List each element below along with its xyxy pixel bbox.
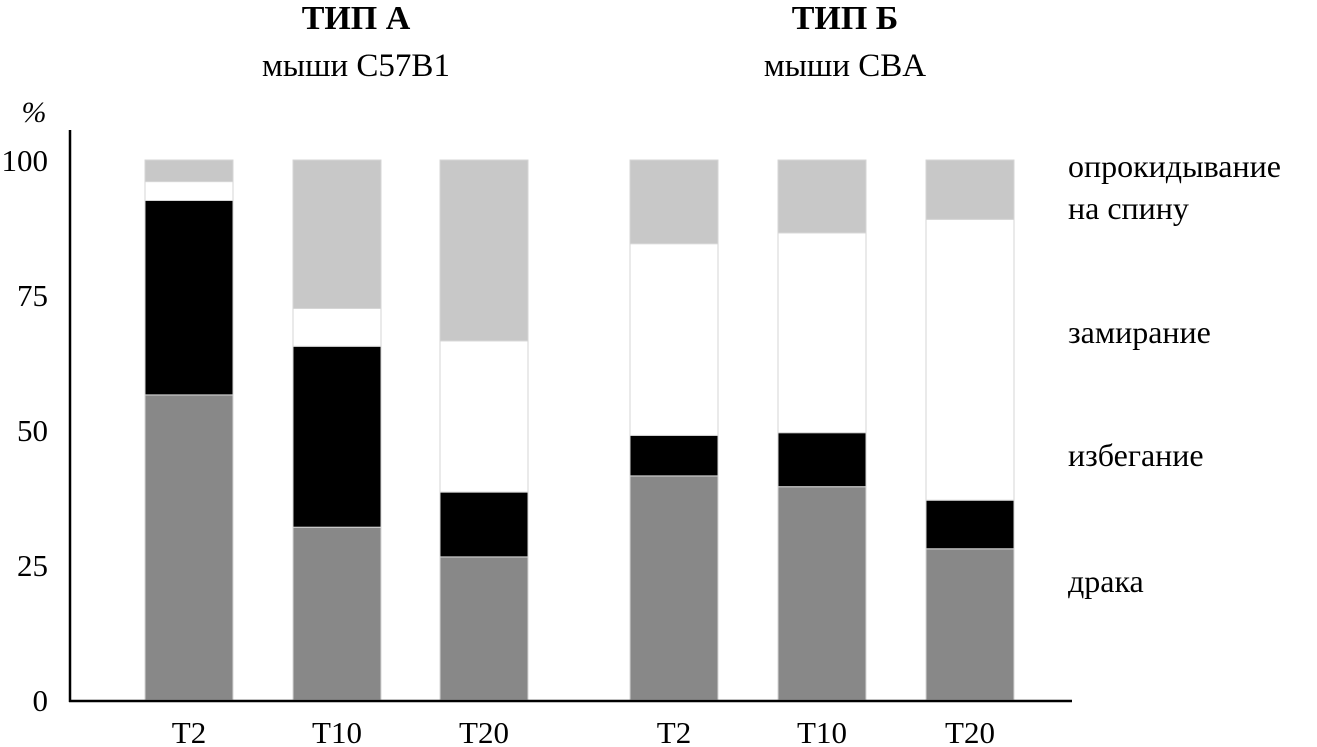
x-label-b-t10: T10 xyxy=(797,715,847,747)
bar-segment-b-t2-драка xyxy=(629,475,719,701)
bar-segment-a-t2-опрокидывание-на-спину xyxy=(144,159,234,183)
bar-segment-a-t20-драка xyxy=(439,556,529,701)
bar-segment-a-t10-избегание xyxy=(292,345,382,528)
group-subtitle-a: мыши C57B1 xyxy=(262,48,450,84)
bar-segment-b-t20-драка xyxy=(925,548,1015,701)
y-tick-label: 25 xyxy=(17,548,48,583)
bar-segment-a-t20-замирание xyxy=(439,340,529,493)
legend: опрокидывание на спину замирание избеган… xyxy=(1068,148,1281,599)
bar-segment-b-t20-замирание xyxy=(925,218,1015,501)
y-axis-label: % xyxy=(22,96,47,129)
bar-segment-a-t20-опрокидывание-на-спину xyxy=(439,159,529,342)
legend-label-overturn-1: опрокидывание xyxy=(1068,148,1281,184)
bar-segment-a-t10-опрокидывание-на-спину xyxy=(292,159,382,309)
bar-segment-a-t2-замирание xyxy=(144,181,234,202)
y-tick-label: 100 xyxy=(2,143,49,178)
bar-segment-a-t10-драка xyxy=(292,526,382,701)
bar-segment-b-t10-избегание xyxy=(777,432,867,488)
bar-segment-b-t20-избегание xyxy=(925,499,1015,550)
legend-label-fight: драка xyxy=(1068,563,1144,599)
x-category-labels: T2 T10 T20 T2 T10 T20 xyxy=(172,715,995,747)
bar-segment-b-t2-избегание xyxy=(629,434,719,477)
bar-segment-b-t10-опрокидывание-на-спину xyxy=(777,159,867,234)
group-title-a: ТИП А xyxy=(302,0,411,37)
group-subtitle-b: мыши CBA xyxy=(764,48,926,84)
legend-label-avoidance: избегание xyxy=(1068,437,1204,473)
bar-segment-b-t10-драка xyxy=(777,486,867,701)
group-title-b: ТИП Б xyxy=(792,0,899,37)
y-tick-label: 75 xyxy=(17,278,48,313)
legend-label-overturn-2: на спину xyxy=(1068,190,1189,226)
y-tick-label: 50 xyxy=(17,413,48,448)
bar-segment-b-t20-опрокидывание-на-спину xyxy=(925,159,1015,220)
y-tick-label: 0 xyxy=(33,683,49,718)
bar-segment-b-t2-замирание xyxy=(629,243,719,436)
bar-segment-b-t10-замирание xyxy=(777,232,867,434)
bar-segment-a-t20-избегание xyxy=(439,491,529,558)
x-label-b-t20: T20 xyxy=(945,715,995,747)
bar-segment-a-t10-замирание xyxy=(292,308,382,347)
bar-segment-a-t2-избегание xyxy=(144,200,234,396)
x-label-a-t2: T2 xyxy=(172,715,206,747)
legend-label-freezing: замирание xyxy=(1068,314,1211,350)
x-label-a-t10: T10 xyxy=(312,715,362,747)
y-tick-labels: 0 25 50 75 100 xyxy=(2,143,49,718)
bar-segment-b-t2-опрокидывание-на-спину xyxy=(629,159,719,245)
bars-layer xyxy=(144,159,1015,701)
x-label-b-t2: T2 xyxy=(657,715,691,747)
bar-segment-a-t2-драка xyxy=(144,394,234,701)
x-label-a-t20: T20 xyxy=(459,715,509,747)
